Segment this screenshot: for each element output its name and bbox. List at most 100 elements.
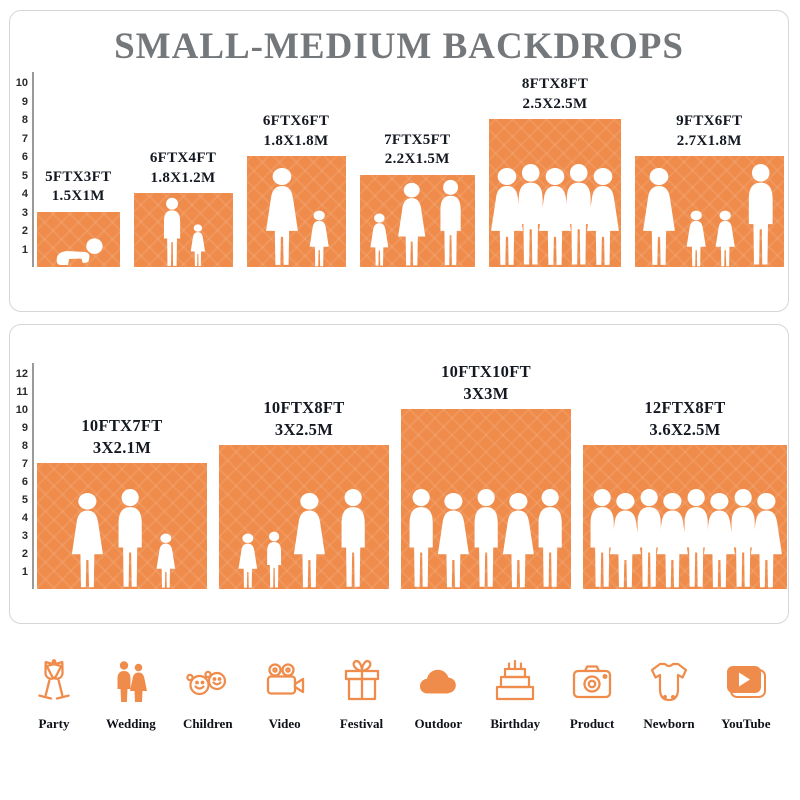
small-medium-backdrops-panel: SMALL-MEDIUM BACKDROPS 1 2 3 4 5 6 7 8 9 10 5FTX3…	[9, 10, 789, 312]
ruler-number: 1	[21, 566, 28, 578]
backdrop-rect	[583, 445, 787, 589]
person-silhouette-man	[440, 180, 461, 266]
ruler-number: 2	[21, 548, 28, 560]
size-label-ft: 10FTX7FT	[81, 416, 163, 436]
ruler-number: 8	[21, 440, 28, 452]
ruler-number: 10	[15, 404, 28, 416]
product-icon	[568, 658, 616, 706]
backdrop-option: 10FTX10FT 3X3M	[401, 361, 571, 589]
person-silhouette-woman	[751, 492, 783, 588]
person-silhouette-girl	[370, 213, 388, 266]
ruler-number: 9	[21, 95, 28, 108]
person-silhouette-girl	[309, 210, 329, 266]
people-silhouettes	[247, 167, 346, 267]
person-silhouette-woman	[643, 168, 676, 266]
people-silhouettes	[489, 163, 621, 267]
ruler-number: 7	[21, 132, 28, 145]
person-silhouette-woman	[265, 168, 298, 266]
category-product: Product	[556, 658, 628, 732]
category-label: Children	[182, 716, 233, 731]
backdrop-rect	[359, 174, 476, 267]
size-label-m: 1.8X1.2M	[150, 169, 216, 186]
size-label-ft: 5FTX3FT	[45, 168, 112, 185]
person-silhouette-girl	[715, 210, 735, 266]
category-label: Wedding	[105, 716, 156, 731]
backdrop-option: 5FTX3FT 1.5X1M	[37, 168, 120, 267]
backdrop-size-label: 5FTX3FT 1.5X1M	[45, 168, 111, 207]
people-silhouettes	[219, 488, 389, 589]
backdrop-option: 9FTX6FT 2.7X1.8M	[635, 112, 784, 267]
person-silhouette-girl	[156, 533, 175, 588]
outdoor-icon	[414, 658, 462, 706]
people-silhouettes	[401, 488, 571, 589]
person-silhouette-man	[118, 489, 143, 587]
category-label: Video	[268, 716, 301, 731]
backdrop-option: 12FTX8FT 3.6X2.5M	[583, 397, 787, 589]
category-festival: Festival	[326, 658, 398, 732]
category-wedding: Wedding	[95, 658, 167, 732]
ruler-number: 2	[21, 225, 28, 237]
wedding-icon	[107, 658, 155, 706]
ruler-number: 3	[21, 530, 28, 542]
ruler-number: 7	[21, 458, 28, 470]
ruler-number: 4	[21, 188, 28, 200]
backdrop-option: 10FTX7FT 3X2.1M	[37, 415, 207, 589]
person-silhouette-man	[341, 489, 365, 587]
size-label-m: 2.5X2.5M	[522, 95, 588, 112]
size-label-ft: 6FTX6FT	[262, 113, 330, 129]
party-icon	[30, 658, 78, 706]
size-label-ft: 10FTX10FT	[441, 362, 531, 382]
category-newborn: Newborn	[633, 658, 705, 732]
children-icon	[184, 658, 232, 706]
size-label-m: 1.8X1.8M	[263, 132, 329, 149]
backdrop-option: 6FTX4FT 1.8X1.2M	[133, 149, 233, 267]
backdrop-rect	[401, 409, 571, 589]
ruler-number: 11	[16, 386, 28, 398]
person-silhouette-girl	[686, 210, 706, 266]
backdrop-size-label: 6FTX4FT 1.8X1.2M	[150, 149, 216, 188]
person-silhouette-boy	[267, 531, 282, 588]
people-silhouettes	[134, 197, 233, 267]
backdrop-size-label: 10FTX7FT 3X2.1M	[81, 415, 162, 458]
size-label-m: 3X2.1M	[92, 437, 152, 457]
size-label-ft: 9FTX6FT	[676, 113, 743, 129]
backdrop-size-label: 6FTX6FT 1.8X1.8M	[263, 112, 329, 151]
category-label: Party	[38, 716, 70, 731]
people-silhouettes	[583, 488, 787, 589]
people-silhouettes	[37, 488, 207, 589]
people-silhouettes	[37, 237, 120, 267]
ruler-axis	[32, 363, 34, 589]
size-label-m: 3X2.5M	[274, 419, 334, 439]
category-label: Product	[569, 716, 615, 731]
category-row: Party Wedding Children Video Festival Outdoor…	[18, 658, 782, 732]
size-label-ft: 7FTX5FT	[384, 131, 451, 148]
large-backdrops-panel: 1 2 3 4 5 6 7 8 9 10 11 12 10FTX7FT 3X2.1M 10FTX8FT 3X…	[9, 324, 789, 624]
person-silhouette-man	[748, 164, 773, 265]
video-icon	[261, 658, 309, 706]
ruler-number: 5	[21, 169, 28, 182]
ruler-number: 6	[21, 151, 28, 163]
page-title: SMALL-MEDIUM BACKDROPS	[114, 26, 684, 67]
size-label-m: 2.2X1.5M	[384, 151, 450, 167]
category-label: Festival	[339, 716, 384, 731]
category-birthday: Birthday	[479, 658, 551, 732]
category-label: Birthday	[490, 716, 541, 731]
ruler-number: 1	[21, 243, 28, 256]
ruler-number: 3	[21, 206, 28, 219]
person-silhouette-woman	[71, 492, 103, 588]
backdrop-size-label: 8FTX8FT 2.5X2.5M	[522, 75, 588, 114]
ruler-number: 5	[21, 494, 28, 506]
ruler-number: 4	[21, 512, 28, 524]
backdrop-rect	[635, 156, 784, 267]
backdrop-size-label: 7FTX5FT 2.2X1.5M	[384, 131, 450, 170]
backdrop-rect	[489, 119, 621, 267]
category-youtube: YouTube	[710, 658, 782, 732]
ruler-number: 6	[21, 476, 28, 488]
person-silhouette-girl	[190, 224, 206, 267]
person-silhouette-baby	[56, 238, 103, 266]
ruler-number: 10	[15, 77, 28, 89]
people-silhouettes	[360, 179, 476, 267]
size-label-ft: 12FTX8FT	[644, 398, 726, 418]
backdrop-size-label: 9FTX6FT 2.7X1.8M	[676, 112, 742, 151]
backdrop-size-label: 12FTX8FT 3.6X2.5M	[644, 397, 725, 440]
